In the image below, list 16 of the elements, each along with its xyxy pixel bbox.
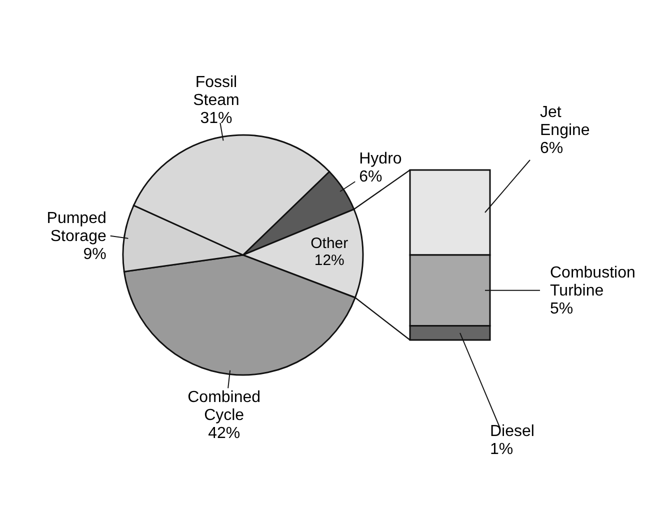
slice-label: Other [310, 234, 348, 252]
text: Combustion Turbine [550, 264, 636, 300]
data-label: 6% [540, 140, 564, 157]
slice-label: Combined Cycle [188, 389, 261, 424]
slice-label: Fossil Steam [193, 74, 240, 109]
text: Jet Engine [540, 104, 590, 139]
data-label: 9% [83, 246, 106, 263]
data-label: 42% [208, 425, 240, 442]
data-label: 12% [314, 252, 344, 269]
data-label: 1% [490, 441, 514, 458]
data-label: 31% [200, 110, 232, 127]
data-label: 6% [359, 168, 382, 186]
slice-label: Pumped Storage [46, 210, 106, 245]
text: Diesel [490, 423, 534, 440]
slice-label: Hydro [359, 150, 402, 168]
data-label: 5% [550, 300, 574, 318]
